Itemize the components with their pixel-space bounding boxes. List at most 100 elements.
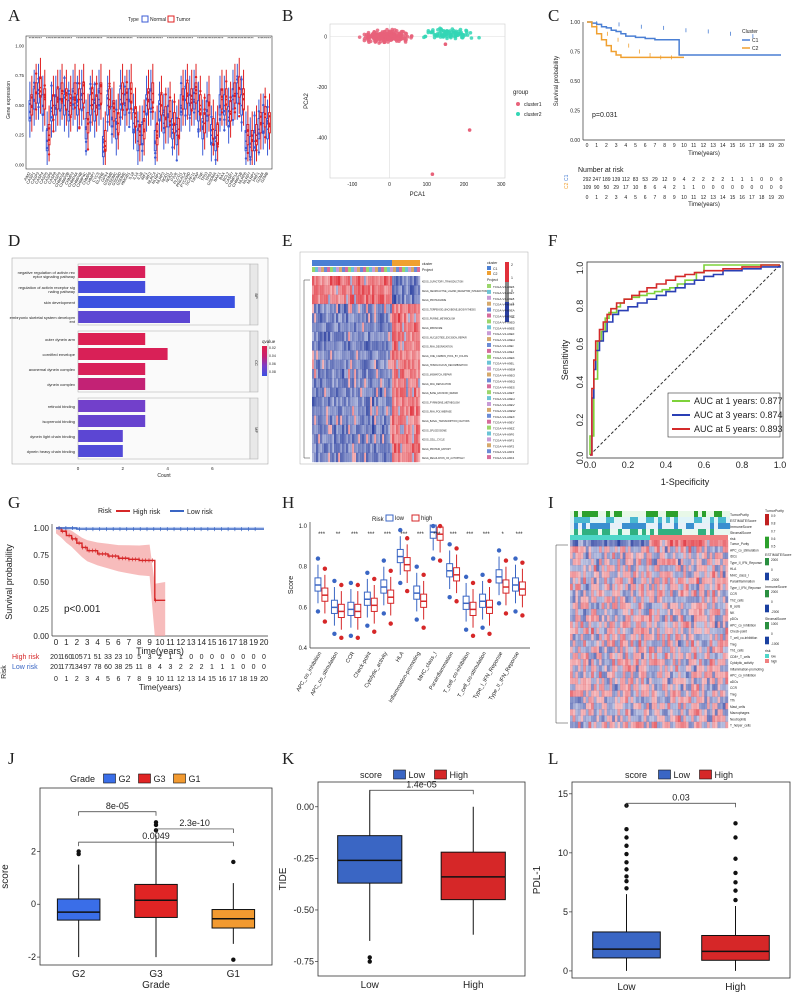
panel-e-cell: [408, 294, 411, 305]
panel-i-cell: [580, 665, 584, 672]
panel-i-cell: [672, 602, 676, 610]
panel-i-cell: [614, 677, 618, 685]
panel-e-cell: [328, 285, 331, 295]
panel-i-cell: [625, 602, 629, 610]
panel-b-point-cluster1: [362, 36, 367, 41]
panel-e-cell: [348, 443, 351, 453]
panel-i-cell: [572, 558, 576, 566]
panel-e-cell: [392, 359, 395, 370]
panel-e-cell: [374, 359, 377, 370]
panel-i-cell: [614, 634, 618, 641]
panel-i-cell: [646, 615, 650, 622]
panel-i-cell: [712, 715, 716, 722]
panel-e-cell: [376, 396, 379, 407]
panel-i-cell: [641, 608, 644, 616]
panel-i-cell: [662, 677, 665, 685]
panel-i-cell: [704, 640, 708, 647]
panel-i-cell: [591, 546, 594, 553]
panel-e-legend-project-key: [487, 431, 491, 436]
panel-g-xtick: 4: [95, 638, 100, 647]
panel-c-risk-value: 112: [622, 177, 630, 183]
panel-e-cell: [418, 415, 421, 425]
panel-i-cell: [612, 677, 615, 685]
panel-e-cell: [348, 276, 351, 286]
panel-e-cell: [328, 369, 331, 379]
panel-e-cell: [328, 434, 331, 444]
panel-i-cell: [659, 565, 663, 572]
panel-d-legend-tick: 0.04: [269, 354, 276, 358]
panel-d-term: negative regulation of activin rec: [18, 270, 75, 275]
panel-e-cell: [370, 424, 373, 435]
panel-e-cluster-bar-c2: [392, 260, 420, 266]
panel-i-cell: [680, 715, 684, 722]
panel-e-cell: [412, 341, 415, 351]
panel-a-point: [233, 107, 237, 110]
panel-c-legend-title: Cluster: [742, 29, 758, 35]
panel-i-cell: [633, 640, 637, 647]
panel-i-cell: [717, 621, 721, 628]
panel-i-cell: [667, 671, 671, 679]
panel-g-risk-value: 25: [125, 664, 133, 671]
panel-a-xtick: AIM2: [23, 170, 32, 181]
panel-i-cell: [706, 608, 710, 616]
panel-e-cell: [410, 285, 413, 295]
panel-i-cell: [585, 590, 589, 597]
panel-i-annotation-cell: [706, 523, 711, 529]
panel-i-cell: [577, 709, 581, 716]
panel-i-cell: [649, 721, 652, 729]
panel-a-point: [80, 109, 83, 112]
panel-i-cell: [570, 659, 573, 666]
panel-i-cell: [722, 684, 726, 691]
panel-i-annotation-cell: [578, 517, 583, 523]
panel-b-point-cluster2: [453, 30, 458, 35]
panel-i-cell: [717, 652, 721, 660]
panel-i-cell: [627, 671, 631, 679]
panel-c-risk-value: 0: [702, 185, 705, 191]
panel-i-cell: [622, 596, 626, 603]
panel-e-cell: [384, 322, 387, 332]
panel-i-cell: [620, 615, 623, 622]
panel-e-legend-project-key: [487, 437, 491, 442]
panel-e-cell: [372, 424, 375, 435]
panel-i-annotation-cell: [586, 523, 591, 529]
panel-e-cell: [330, 359, 333, 370]
panel-i-cell: [693, 696, 697, 704]
panel-i-cell: [580, 602, 584, 610]
panel-g-risk-value: 38: [115, 664, 123, 671]
panel-e-cell: [362, 359, 365, 370]
panel-i-cell: [664, 696, 668, 704]
panel-e-legend-project: TCGA-V4-A9EO: [493, 374, 516, 378]
panel-e-cell: [402, 341, 405, 351]
panel-a-xtick: BCL2: [221, 170, 231, 182]
panel-g-xtick: 7: [127, 638, 132, 647]
panel-e-cell: [344, 359, 347, 370]
panel-e-cell: [332, 294, 335, 305]
panel-e-legend-project: TCGA-V4-A9EJ: [493, 350, 515, 354]
panel-a-ytick: 0.00: [15, 163, 24, 168]
panel-i-annotation-cell: [658, 523, 663, 529]
panel-g-risk-value: 2: [189, 664, 193, 671]
panel-i-annotation-cell: [638, 511, 643, 517]
panel-i-cell: [693, 540, 697, 547]
panel-e-cell: [414, 396, 417, 407]
panel-a-point: [160, 104, 163, 107]
panel-i-cell: [714, 577, 718, 585]
panel-e-cell: [410, 387, 413, 398]
panel-i-cell: [675, 634, 679, 641]
panel-i-cell: [691, 627, 694, 635]
panel-i-cell: [725, 596, 729, 603]
panel-g-risk-xtick: 15: [208, 676, 216, 683]
panel-e-cell: [368, 359, 371, 370]
panel-i-cell: [633, 677, 637, 685]
panel-e-cell: [326, 341, 329, 351]
panel-g-risk-value: 2: [179, 664, 183, 671]
panel-f-ytick: 0.0: [575, 452, 585, 465]
panel-i-cell: [654, 608, 658, 616]
panel-e-cell: [418, 434, 421, 444]
panel-f-legend-label: AUC at 3 years: 0.874: [694, 410, 783, 420]
panel-e-cell: [352, 424, 355, 435]
panel-i-cell: [604, 684, 608, 691]
panel-i-cell: [625, 715, 629, 722]
panel-e-cell: [370, 294, 373, 305]
panel-i-annotation-cell: [698, 523, 703, 529]
